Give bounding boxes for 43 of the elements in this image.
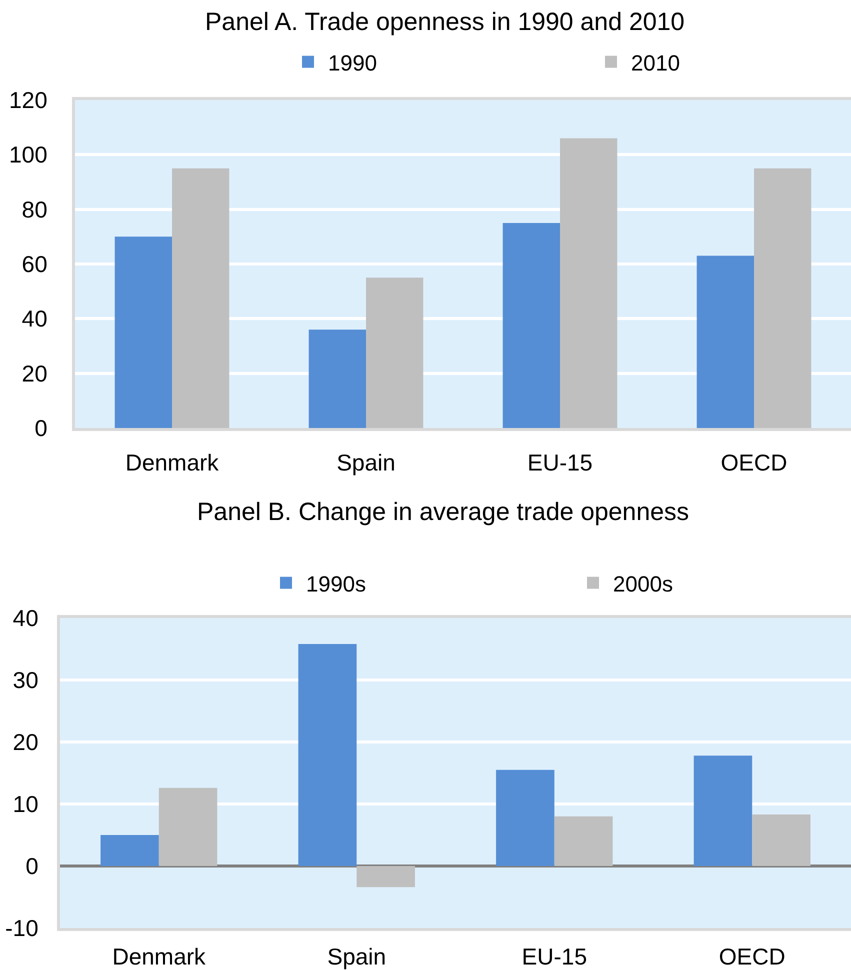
bar <box>752 814 810 866</box>
bar <box>114 236 172 428</box>
legend-label: 2000s <box>613 571 673 596</box>
y-tick-label: 10 <box>12 791 38 818</box>
bar <box>366 278 424 428</box>
bar <box>298 644 357 866</box>
y-tick-label: 30 <box>12 667 38 694</box>
x-tick-label: OECD <box>718 944 786 970</box>
bar <box>754 168 812 428</box>
y-tick-label: 100 <box>9 142 48 168</box>
bar <box>502 223 560 428</box>
x-tick-label: Spain <box>327 944 386 970</box>
bar <box>100 835 159 866</box>
x-tick-label: OECD <box>720 450 788 476</box>
y-tick-label: 0 <box>26 853 38 880</box>
bar <box>696 256 754 428</box>
bar <box>158 788 218 866</box>
y-tick-label: 20 <box>12 729 38 756</box>
bar <box>554 816 613 866</box>
y-tick-label: -10 <box>5 915 38 942</box>
legend-label: 2010 <box>631 50 680 76</box>
legend-label: 1990 <box>328 50 377 76</box>
chart-title: Panel B. Change in average trade openness <box>197 498 690 526</box>
y-tick-label: 40 <box>12 605 38 632</box>
legend-label: 1990s <box>306 571 366 596</box>
x-tick-label: EU-15 <box>527 450 593 476</box>
y-tick-label: 0 <box>34 415 48 442</box>
y-tick-label: 60 <box>22 251 48 278</box>
bar <box>308 330 366 428</box>
x-tick-label: Spain <box>336 450 396 476</box>
bar <box>496 770 554 866</box>
chart-title: Panel A. Trade openness in 1990 and 2010 <box>205 8 685 36</box>
y-tick-label: 80 <box>22 196 48 222</box>
x-tick-label: EU-15 <box>522 944 587 970</box>
x-tick-label: Denmark <box>112 944 206 970</box>
y-tick-label: 120 <box>9 87 48 114</box>
bar <box>560 138 618 428</box>
bar <box>172 168 230 428</box>
bar <box>694 756 752 866</box>
bar <box>356 866 415 888</box>
x-tick-label: Denmark <box>125 450 220 476</box>
y-tick-label: 20 <box>22 360 48 386</box>
y-tick-label: 40 <box>22 306 48 332</box>
